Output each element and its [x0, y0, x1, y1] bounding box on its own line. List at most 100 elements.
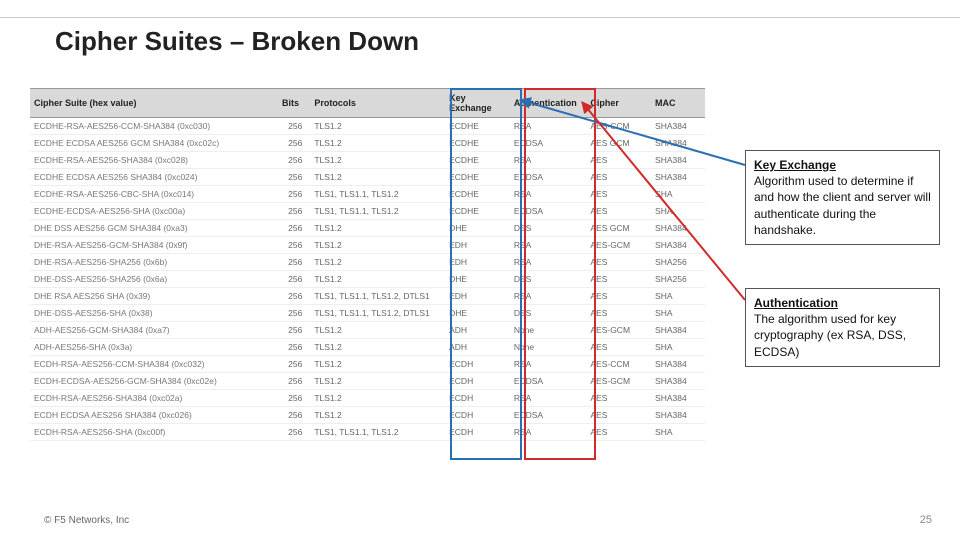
table-cell: 256: [278, 373, 310, 390]
table-cell: 256: [278, 390, 310, 407]
table-cell: ECDH: [445, 390, 510, 407]
table-cell: ECDHE ECDSA AES256 SHA384 (0xc024): [30, 169, 278, 186]
table-cell: ECDHE-RSA-AES256-SHA384 (0xc028): [30, 152, 278, 169]
table-cell: AES: [586, 305, 651, 322]
table-cell: TLS1, TLS1.1, TLS1.2: [310, 203, 445, 220]
table-cell: DHE-RSA-AES256-SHA256 (0x6b): [30, 254, 278, 271]
table-cell: TLS1, TLS1.1, TLS1.2, DTLS1: [310, 288, 445, 305]
table-cell: TLS1.2: [310, 271, 445, 288]
table-cell: SHA256: [651, 254, 705, 271]
table-cell: ECDH-RSA-AES256-SHA384 (0xc02a): [30, 390, 278, 407]
table-cell: TLS1.2: [310, 152, 445, 169]
callout-body: Algorithm used to determine if and how t…: [754, 174, 931, 237]
table-cell: TLS1.2: [310, 322, 445, 339]
table-cell: DHE: [445, 220, 510, 237]
table-cell: ECDH: [445, 407, 510, 424]
cipher-table-wrap: Cipher Suite (hex value) Bits Protocols …: [30, 88, 705, 441]
table-row: ECDH-RSA-AES256-CCM-SHA384 (0xc032)256TL…: [30, 356, 705, 373]
col-auth: Authentication: [510, 89, 587, 118]
table-row: DHE RSA AES256 SHA (0x39)256TLS1, TLS1.1…: [30, 288, 705, 305]
table-cell: AES: [586, 203, 651, 220]
table-cell: RSA: [510, 390, 587, 407]
table-row: DHE-DSS-AES256-SHA (0x38)256TLS1, TLS1.1…: [30, 305, 705, 322]
table-cell: AES: [586, 407, 651, 424]
callout-title: Key Exchange: [754, 158, 836, 172]
footer-copyright: © F5 Networks, Inc: [44, 515, 129, 526]
table-cell: TLS1.2: [310, 356, 445, 373]
table-cell: TLS1.2: [310, 169, 445, 186]
table-cell: TLS1.2: [310, 220, 445, 237]
table-cell: TLS1, TLS1.1, TLS1.2: [310, 186, 445, 203]
table-cell: EDH: [445, 237, 510, 254]
table-cell: ECDSA: [510, 407, 587, 424]
table-cell: DHE-DSS-AES256-SHA (0x38): [30, 305, 278, 322]
table-row: ECDHE-ECDSA-AES256-SHA (0xc00a)256TLS1, …: [30, 203, 705, 220]
table-cell: ADH: [445, 322, 510, 339]
callout-body: The algorithm used for key cryptography …: [754, 312, 906, 358]
table-cell: EDH: [445, 254, 510, 271]
table-cell: DSS: [510, 220, 587, 237]
table-cell: AES-GCM: [586, 373, 651, 390]
table-cell: ECDHE: [445, 186, 510, 203]
table-cell: ADH-AES256-GCM-SHA384 (0xa7): [30, 322, 278, 339]
table-cell: ECDHE-ECDSA-AES256-SHA (0xc00a): [30, 203, 278, 220]
table-cell: TLS1.2: [310, 407, 445, 424]
table-cell: DHE-DSS-AES256-SHA256 (0x6a): [30, 271, 278, 288]
table-row: ECDH ECDSA AES256 SHA384 (0xc026)256TLS1…: [30, 407, 705, 424]
table-cell: TLS1.2: [310, 118, 445, 135]
table-cell: DHE: [445, 305, 510, 322]
top-border: [0, 0, 960, 18]
table-cell: ECDSA: [510, 135, 587, 152]
table-cell: TLS1.2: [310, 390, 445, 407]
table-cell: 256: [278, 288, 310, 305]
table-cell: 256: [278, 356, 310, 373]
table-cell: SHA: [651, 288, 705, 305]
table-cell: 256: [278, 169, 310, 186]
table-cell: RSA: [510, 152, 587, 169]
table-cell: SHA384: [651, 135, 705, 152]
table-cell: DHE: [445, 271, 510, 288]
table-cell: AES-GCM: [586, 237, 651, 254]
table-cell: TLS1.2: [310, 254, 445, 271]
table-cell: ECDHE-RSA-AES256-CCM-SHA384 (0xc030): [30, 118, 278, 135]
table-cell: SHA384: [651, 322, 705, 339]
table-cell: 256: [278, 203, 310, 220]
table-body: ECDHE-RSA-AES256-CCM-SHA384 (0xc030)256T…: [30, 118, 705, 441]
table-cell: SHA: [651, 339, 705, 356]
table-cell: DHE RSA AES256 SHA (0x39): [30, 288, 278, 305]
col-proto: Protocols: [310, 89, 445, 118]
table-cell: ECDSA: [510, 169, 587, 186]
table-cell: 256: [278, 152, 310, 169]
slide: Cipher Suites – Broken Down Cipher Suite…: [0, 0, 960, 540]
table-cell: ECDSA: [510, 373, 587, 390]
table-cell: 256: [278, 135, 310, 152]
col-bits: Bits: [278, 89, 310, 118]
callout-authentication: Authentication The algorithm used for ke…: [745, 288, 940, 367]
table-cell: None: [510, 322, 587, 339]
table-cell: 256: [278, 339, 310, 356]
table-cell: SHA384: [651, 356, 705, 373]
table-cell: 256: [278, 220, 310, 237]
table-row: ADH-AES256-GCM-SHA384 (0xa7)256TLS1.2ADH…: [30, 322, 705, 339]
table-cell: AES: [586, 424, 651, 441]
table-cell: 256: [278, 322, 310, 339]
table-cell: SHA384: [651, 118, 705, 135]
col-cipher: Cipher: [586, 89, 651, 118]
table-cell: AES: [586, 271, 651, 288]
table-cell: 256: [278, 186, 310, 203]
table-cell: ECDH: [445, 424, 510, 441]
table-cell: AES-CCM: [586, 118, 651, 135]
table-cell: AES: [586, 288, 651, 305]
table-cell: AES GCM: [586, 220, 651, 237]
table-cell: DHE DSS AES256 GCM SHA384 (0xa3): [30, 220, 278, 237]
table-cell: SHA384: [651, 390, 705, 407]
col-kx: Key Exchange: [445, 89, 510, 118]
table-cell: ECDHE: [445, 135, 510, 152]
table-row: ECDHE-RSA-AES256-SHA384 (0xc028)256TLS1.…: [30, 152, 705, 169]
callout-key-exchange: Key Exchange Algorithm used to determine…: [745, 150, 940, 245]
table-cell: AES: [586, 254, 651, 271]
table-cell: SHA: [651, 305, 705, 322]
table-cell: RSA: [510, 186, 587, 203]
table-cell: SHA: [651, 203, 705, 220]
table-cell: RSA: [510, 118, 587, 135]
